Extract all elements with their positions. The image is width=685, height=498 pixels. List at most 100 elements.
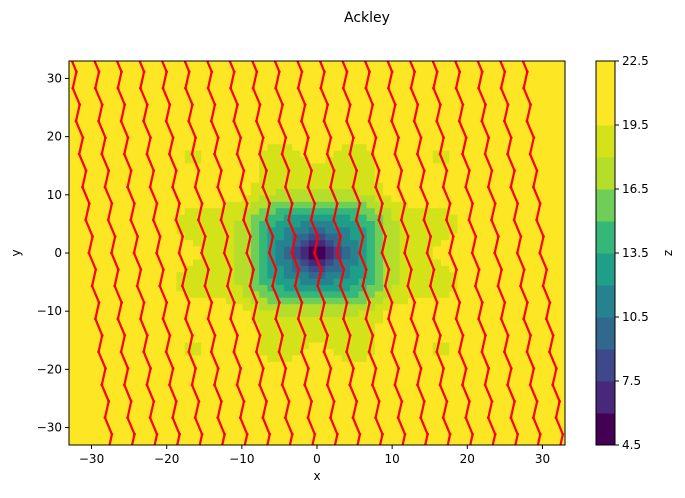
contour-cell — [383, 99, 392, 107]
contour-cell — [556, 240, 565, 247]
path-point — [220, 400, 223, 403]
contour-cell — [184, 393, 194, 401]
contour-cell — [441, 323, 450, 331]
contour-cell — [69, 163, 78, 171]
contour-cell — [432, 272, 442, 279]
contour-cell — [441, 131, 450, 139]
contour-cell — [490, 413, 500, 420]
contour-cell — [507, 86, 516, 94]
contour-cell — [317, 259, 326, 267]
contour-cell — [102, 150, 111, 158]
contour-cell — [515, 105, 525, 113]
path-point — [165, 301, 169, 304]
contour-cell — [556, 336, 565, 343]
contour-cell — [308, 419, 318, 427]
contour-cell — [416, 221, 425, 228]
contour-cell — [93, 105, 103, 113]
contour-cell — [102, 214, 111, 222]
contour-cell — [317, 169, 326, 177]
contour-cell — [391, 118, 401, 126]
contour-cell — [209, 86, 219, 94]
contour-cell — [168, 272, 177, 279]
path-point — [490, 169, 494, 173]
contour-cell — [226, 374, 235, 382]
contour-cell — [540, 368, 549, 375]
path-point — [284, 136, 288, 140]
contour-cell — [77, 259, 86, 267]
contour-cell — [374, 67, 384, 75]
contour-cell — [201, 368, 210, 375]
contour-cell — [341, 355, 351, 363]
path-point — [268, 432, 272, 436]
contour-cell — [275, 278, 285, 286]
contour-cell — [151, 144, 161, 151]
contour-cell — [416, 291, 425, 299]
contour-cell — [449, 381, 458, 388]
path-point — [532, 136, 536, 140]
path-point — [236, 334, 239, 337]
contour-cell — [540, 99, 549, 107]
contour-cell — [226, 349, 235, 356]
contour-cell — [449, 253, 458, 260]
contour-cell — [374, 73, 384, 81]
contour-cell — [300, 67, 310, 75]
contour-cell — [424, 201, 434, 209]
contour-cell — [176, 381, 186, 388]
contour-cell — [85, 349, 95, 356]
contour-cell — [449, 214, 458, 222]
contour-cell — [234, 438, 243, 445]
contour-cell — [168, 310, 177, 318]
path-point — [274, 317, 278, 321]
contour-cell — [193, 201, 202, 209]
contour-cell — [333, 361, 343, 369]
contour-cell — [465, 387, 475, 395]
contour-cell — [267, 182, 277, 190]
contour-cell — [93, 240, 103, 247]
path-point — [316, 284, 319, 288]
path-point — [232, 350, 236, 354]
path-point — [393, 103, 397, 106]
contour-cell — [383, 304, 392, 311]
contour-cell — [556, 393, 565, 401]
contour-cell — [383, 169, 392, 177]
contour-cell — [275, 393, 285, 401]
contour-cell — [135, 310, 144, 318]
path-point — [245, 202, 249, 205]
path-point — [435, 119, 439, 123]
path-point — [457, 119, 461, 123]
contour-cell — [77, 297, 86, 305]
contour-cell — [69, 73, 78, 81]
contour-cell — [482, 291, 491, 299]
contour-cell — [556, 118, 565, 126]
path-point — [503, 119, 506, 123]
contour-cell — [135, 297, 144, 305]
contour-cell — [540, 176, 549, 183]
contour-cell — [151, 67, 161, 75]
contour-cell — [126, 105, 136, 113]
contour-cell — [292, 80, 301, 87]
contour-cell — [424, 438, 434, 445]
contour-cell — [93, 253, 103, 260]
contour-cell — [217, 233, 227, 241]
path-point — [329, 136, 333, 140]
contour-cell — [457, 413, 467, 420]
contour-cell — [193, 381, 202, 388]
contour-cell — [77, 387, 86, 395]
contour-cell — [176, 157, 186, 164]
contour-cell — [126, 310, 136, 318]
contour-cell — [424, 432, 434, 439]
contour-cell — [531, 304, 541, 311]
contour-cell — [176, 195, 186, 203]
contour-cell — [159, 67, 169, 75]
contour-cell — [143, 131, 153, 139]
contour-cell — [184, 61, 194, 68]
path-point — [377, 218, 381, 222]
contour-cell — [383, 310, 392, 318]
contour-cell — [250, 99, 260, 107]
contour-cell — [490, 400, 500, 407]
contour-cell — [424, 259, 434, 267]
path-point — [168, 383, 171, 387]
contour-cell — [317, 201, 326, 209]
contour-cell — [126, 291, 136, 299]
contour-cell — [283, 323, 293, 331]
